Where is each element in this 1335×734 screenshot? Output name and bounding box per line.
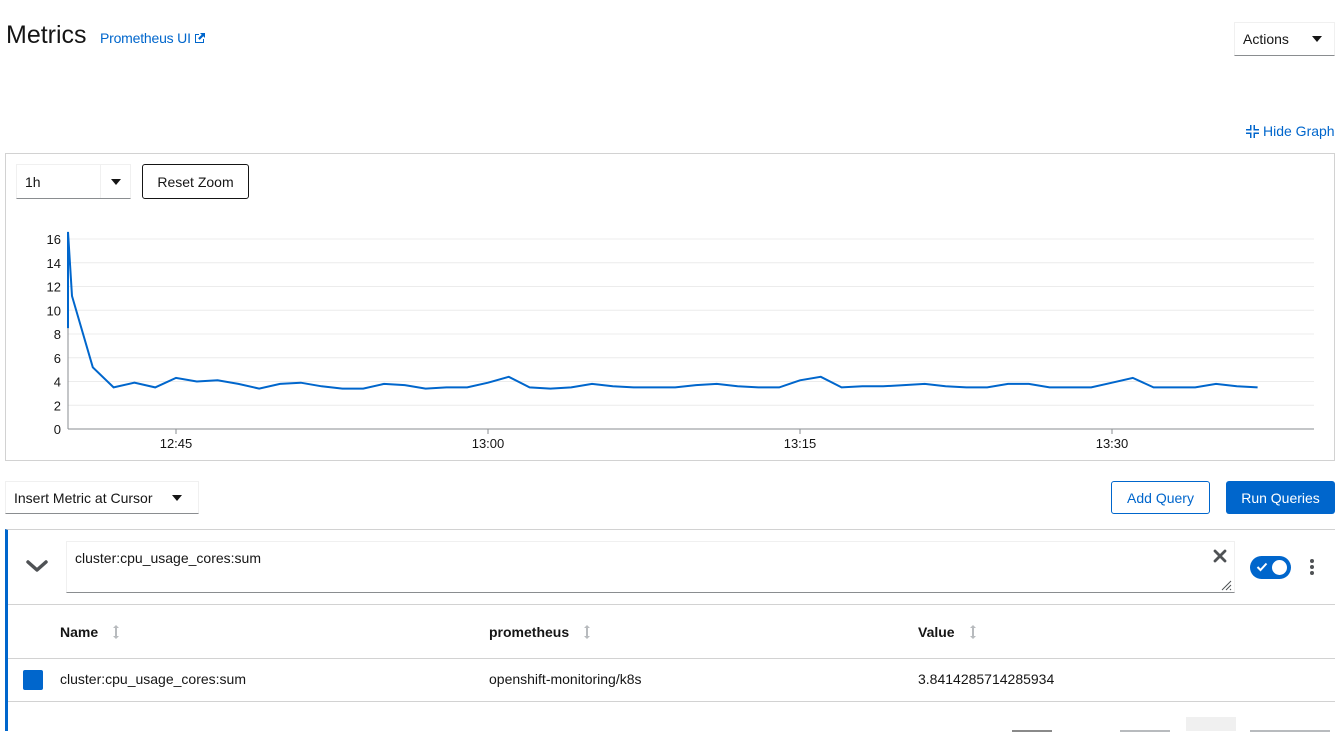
x-tick-label: 12:45: [160, 436, 193, 451]
x-axis: 12:45 13:00 13:15 13:30: [160, 429, 1129, 451]
column-header-label: Name: [60, 624, 99, 640]
chevron-down-icon[interactable]: [26, 557, 48, 575]
external-link-icon: [194, 33, 205, 43]
cell-value: 3.8414285714285934: [918, 671, 1055, 687]
column-header-label: Value: [918, 624, 955, 640]
query-expression-input[interactable]: cluster:cpu_usage_cores:sum: [66, 541, 1235, 593]
time-range-dropdown[interactable]: 1h: [16, 164, 131, 199]
series-color-swatch[interactable]: [23, 670, 43, 690]
column-header-value[interactable]: Value: [918, 624, 977, 640]
results-table-header: [8, 604, 1335, 659]
resize-handle-icon[interactable]: [1220, 579, 1232, 591]
y-tick-label: 14: [47, 256, 61, 271]
metrics-line-chart[interactable]: 0 2 4 6 8 10 12 14 16 12:45 13:00 13:15 13:30: [0, 0, 1335, 465]
x-tick-label: 13:30: [1096, 436, 1129, 451]
insert-metric-dropdown[interactable]: Insert Metric at Cursor: [5, 481, 199, 514]
actions-dropdown-label: Actions: [1243, 31, 1289, 47]
cell-name: cluster:cpu_usage_cores:sum: [60, 671, 246, 687]
caret-down-icon: [1312, 36, 1322, 42]
y-tick-label: 10: [47, 303, 61, 318]
reset-zoom-button[interactable]: Reset Zoom: [142, 164, 249, 199]
x-tick-label: 13:00: [472, 436, 505, 451]
sort-icon: [113, 625, 120, 639]
check-icon: [1256, 562, 1268, 572]
caret-down-icon: [172, 494, 182, 501]
sort-icon: [584, 625, 591, 639]
pagination-page-input[interactable]: [1186, 717, 1236, 731]
column-header-name[interactable]: Name: [60, 624, 120, 640]
page-title: Metrics: [6, 21, 87, 49]
y-tick-label: 16: [47, 232, 61, 247]
query-panel: [5, 529, 1335, 731]
insert-metric-label: Insert Metric at Cursor: [14, 489, 153, 506]
sort-icon: [969, 625, 976, 639]
y-tick-label: 0: [54, 422, 61, 437]
prometheus-ui-link[interactable]: Prometheus UI: [100, 30, 206, 46]
run-queries-button[interactable]: Run Queries: [1226, 481, 1335, 514]
caret-down-icon: [110, 178, 121, 185]
y-tick-label: 8: [54, 327, 61, 342]
column-header-label: prometheus: [489, 624, 570, 640]
y-axis: 0 2 4 6 8 10 12 14 16: [47, 232, 61, 437]
y-tick-label: 4: [54, 375, 61, 390]
column-header-prometheus[interactable]: prometheus: [489, 624, 591, 640]
close-icon[interactable]: [1213, 549, 1227, 563]
pagination-next-controls[interactable]: [1250, 722, 1330, 734]
compress-icon: [1246, 124, 1259, 138]
cell-prometheus: openshift-monitoring/k8s: [489, 671, 642, 687]
x-tick-label: 13:15: [784, 436, 817, 451]
table-row: [8, 659, 1335, 702]
y-tick-label: 2: [54, 398, 61, 413]
kebab-menu-icon[interactable]: [1307, 558, 1317, 576]
hide-graph-label: Hide Graph: [1263, 123, 1335, 139]
pagination-count: [1012, 722, 1052, 734]
prometheus-ui-link-label: Prometheus UI: [100, 30, 191, 46]
chart-gridlines: [67, 234, 1314, 430]
actions-dropdown[interactable]: Actions: [1234, 22, 1335, 56]
y-tick-label: 12: [47, 280, 61, 295]
series-line: [67, 231, 1258, 390]
time-range-value: 1h: [25, 173, 41, 190]
query-enable-switch[interactable]: [1250, 556, 1291, 579]
add-query-button[interactable]: Add Query: [1111, 481, 1210, 514]
pagination-prev-controls[interactable]: [1120, 722, 1170, 734]
y-tick-label: 6: [54, 351, 61, 366]
hide-graph-button[interactable]: Hide Graph: [1246, 123, 1335, 139]
